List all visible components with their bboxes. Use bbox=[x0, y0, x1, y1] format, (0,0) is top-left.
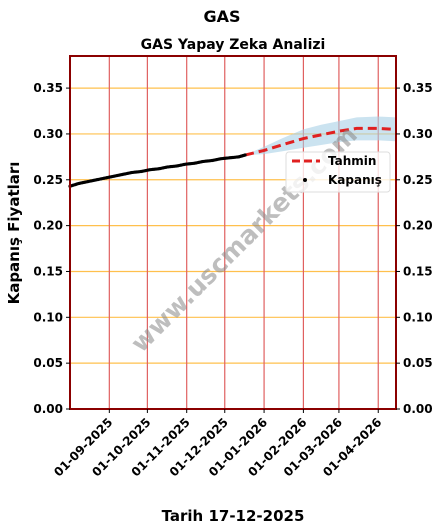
y-tick-label-right: 0.35 bbox=[403, 81, 433, 95]
y-tick-label: 0.20 bbox=[33, 219, 63, 233]
legend-kapanis-swatch bbox=[303, 178, 307, 182]
y-tick-label-right: 0.15 bbox=[403, 264, 433, 278]
y-tick-label-right: 0.25 bbox=[403, 173, 433, 187]
legend-tahmin-label: Tahmin bbox=[328, 154, 376, 168]
x-axis-label: Tarih 17-12-2025 bbox=[162, 507, 305, 525]
forecast-series bbox=[244, 126, 397, 157]
chart-title: GAS Yapay Zeka Analizi bbox=[141, 37, 326, 53]
y-tick-label-right: 0.00 bbox=[403, 402, 433, 416]
vertical-grid bbox=[108, 56, 379, 409]
y-tick-label: 0.05 bbox=[33, 356, 63, 370]
y-tick-label: 0.10 bbox=[33, 310, 63, 324]
legend: Tahmin Kapanış bbox=[285, 151, 391, 193]
forecast-line bbox=[244, 126, 397, 157]
y-tick-label: 0.15 bbox=[33, 264, 63, 278]
page-title: GAS bbox=[203, 7, 240, 26]
y-tick-label: 0.35 bbox=[33, 81, 63, 95]
y-axis-left: 0.00 0.05 0.10 0.15 0.20 0.25 0.30 0.35 bbox=[33, 81, 70, 416]
y-tick-label-right: 0.10 bbox=[403, 310, 433, 324]
legend-kapanis-label: Kapanış bbox=[328, 173, 382, 187]
x-axis: 01-09-202501-10-202501-11-202501-12-2025… bbox=[51, 409, 384, 479]
y-axis-right: 0.00 0.05 0.10 0.15 0.20 0.25 0.30 0.35 bbox=[396, 81, 433, 416]
y-tick-label: 0.25 bbox=[33, 173, 63, 187]
y-tick-label: 0.00 bbox=[33, 402, 63, 416]
plot-frame bbox=[69, 55, 397, 410]
y-tick-label-right: 0.20 bbox=[403, 219, 433, 233]
y-tick-label-right: 0.30 bbox=[403, 127, 433, 141]
closing-point bbox=[243, 153, 247, 157]
y-axis-label: Kapanış Fiyatları bbox=[5, 162, 23, 305]
y-tick-label: 0.30 bbox=[33, 127, 63, 141]
plot-background bbox=[70, 56, 396, 409]
y-tick-label-right: 0.05 bbox=[403, 356, 433, 370]
